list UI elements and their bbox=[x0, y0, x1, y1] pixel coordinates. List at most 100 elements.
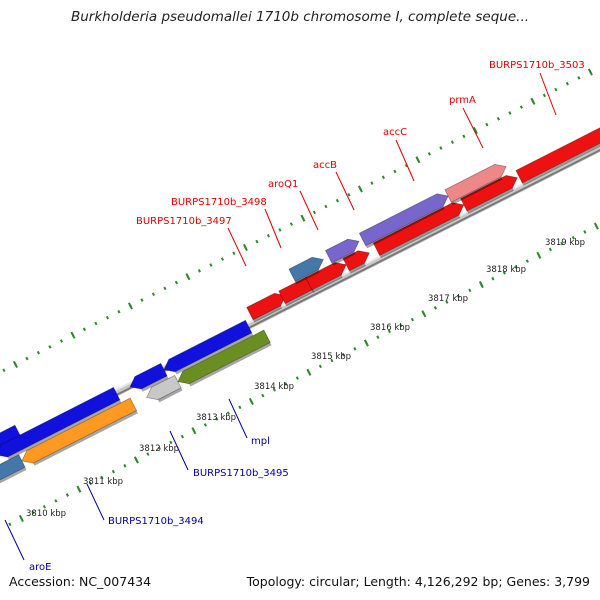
major-tick-mark bbox=[530, 97, 536, 105]
tick-mark bbox=[496, 117, 500, 121]
major-tick-mark bbox=[76, 485, 82, 493]
gene-arrow-blue-shade bbox=[7, 399, 122, 460]
tick-mark bbox=[370, 181, 374, 185]
tick-marks bbox=[2, 68, 599, 527]
gene-label-burps1710b-3494: BURPS1710b_3494 bbox=[108, 516, 204, 527]
gene-label-aroe: aroE bbox=[29, 562, 51, 573]
tick-mark bbox=[387, 329, 391, 334]
gene-arrow-aroq1-shade bbox=[295, 269, 320, 285]
tick-mark bbox=[226, 411, 230, 415]
tick-mark bbox=[554, 87, 558, 92]
gene-arrow-burps1710b-3494 bbox=[21, 397, 138, 464]
kbp-labels: 3810 kbp 3811 kbp 3812 kbp 3813 kbp 3814… bbox=[26, 238, 585, 519]
gene-arrow-aroe-shade bbox=[0, 467, 27, 484]
tick-mark bbox=[347, 193, 351, 197]
tick-mark bbox=[8, 522, 12, 527]
tick-mark bbox=[25, 356, 29, 361]
tick-mark bbox=[197, 269, 201, 273]
tick-mark bbox=[215, 417, 219, 421]
tick-mark bbox=[439, 146, 443, 150]
tick-mark bbox=[433, 306, 437, 310]
major-tick-mark bbox=[248, 397, 254, 406]
tick-mark bbox=[65, 493, 69, 497]
tick-mark bbox=[94, 321, 98, 326]
kbp-label-3814: 3814 kbp bbox=[254, 382, 294, 392]
gene-arrow-red-shade bbox=[311, 274, 343, 293]
major-tick-mark bbox=[185, 273, 191, 281]
gene-arrow-burps1710b-3497-shade bbox=[253, 305, 283, 323]
tick-mark bbox=[146, 452, 150, 456]
gene-arrow-burps1710b-3498-shade bbox=[285, 289, 315, 307]
major-tick-mark bbox=[363, 339, 369, 347]
gene-arrow-red bbox=[342, 250, 370, 272]
gene-arrow-prma-shade bbox=[451, 176, 503, 205]
kbp-label-3819: 3819 kbp bbox=[545, 238, 585, 248]
tick-mark bbox=[117, 309, 121, 314]
gene-label-accc: accC bbox=[383, 127, 407, 138]
tick-mark bbox=[519, 105, 523, 109]
tick-mark bbox=[180, 434, 184, 439]
major-tick-mark bbox=[421, 310, 427, 318]
gene-arrow-red-shade bbox=[349, 263, 366, 274]
tick-mark bbox=[31, 510, 35, 515]
major-tick-mark bbox=[357, 185, 363, 193]
tick-mark bbox=[140, 298, 144, 302]
gene-arrow-burps1710b-3503 bbox=[515, 127, 600, 184]
tick-mark bbox=[100, 475, 104, 480]
tick-mark bbox=[157, 446, 161, 451]
genes bbox=[0, 127, 600, 484]
tick-mark bbox=[232, 251, 236, 256]
kbp-label-3813: 3813 kbp bbox=[196, 413, 236, 423]
gene-arrow-mpl-shade bbox=[189, 342, 272, 387]
tick-mark bbox=[295, 376, 299, 380]
tick-mark bbox=[502, 271, 506, 275]
kbp-label-3815: 3815 kbp bbox=[311, 352, 351, 362]
forward-gene-labels: BURPS1710b_3497 BURPS1710b_3498 aroQ1 ac… bbox=[136, 60, 585, 227]
gene-label-prma: prmA bbox=[449, 95, 476, 106]
gene-arrow-red bbox=[372, 202, 465, 257]
major-tick-mark bbox=[536, 251, 542, 259]
tick-mark bbox=[266, 233, 270, 238]
gene-arrow-accc bbox=[358, 193, 449, 247]
major-tick-mark bbox=[191, 427, 197, 435]
gene-arrow-accc-shade bbox=[365, 206, 445, 249]
gene-label-burps1710b-3498: BURPS1710b_3498 bbox=[171, 197, 267, 208]
tick-mark bbox=[59, 339, 64, 343]
gene-arrow-burps1710b-3497 bbox=[246, 292, 287, 321]
tick-mark bbox=[88, 481, 92, 486]
tick-mark bbox=[220, 257, 224, 261]
tick-mark bbox=[560, 241, 564, 246]
tick-mark bbox=[381, 175, 385, 180]
gene-arrow-red bbox=[305, 262, 347, 291]
tick-mark bbox=[123, 464, 127, 468]
major-tick-mark bbox=[472, 126, 478, 135]
tick-mark bbox=[583, 230, 587, 234]
gene-arrow-burps1710b-3495-shade bbox=[157, 387, 183, 403]
tick-mark bbox=[174, 280, 178, 285]
reverse-gene-labels: aroE BURPS1710b_3494 BURPS1710b_3495 mpl bbox=[29, 436, 289, 573]
tick-mark bbox=[324, 204, 328, 209]
gene-arrow-accb bbox=[324, 238, 360, 264]
tick-mark bbox=[238, 405, 242, 410]
tick-mark bbox=[427, 152, 431, 156]
tick-mark bbox=[111, 469, 115, 474]
tick-mark bbox=[278, 228, 282, 232]
topology-text: Topology: circular; Length: 4,126,292 bp… bbox=[246, 574, 590, 589]
tick-mark bbox=[169, 440, 173, 445]
tick-mark bbox=[445, 300, 449, 304]
gene-label-accb: accB bbox=[313, 160, 337, 171]
tick-mark bbox=[399, 323, 403, 328]
kbp-label-3812: 3812 kbp bbox=[139, 444, 179, 454]
tick-mark bbox=[335, 198, 339, 203]
major-tick-mark bbox=[415, 156, 421, 164]
tick-mark bbox=[542, 93, 546, 98]
tick-mark bbox=[330, 358, 334, 363]
tick-mark bbox=[341, 352, 345, 357]
tick-mark bbox=[485, 122, 489, 127]
tick-mark bbox=[318, 364, 322, 369]
tick-mark bbox=[284, 382, 288, 386]
tick-mark bbox=[203, 423, 207, 427]
tick-mark bbox=[410, 317, 414, 322]
tick-mark bbox=[525, 259, 529, 263]
